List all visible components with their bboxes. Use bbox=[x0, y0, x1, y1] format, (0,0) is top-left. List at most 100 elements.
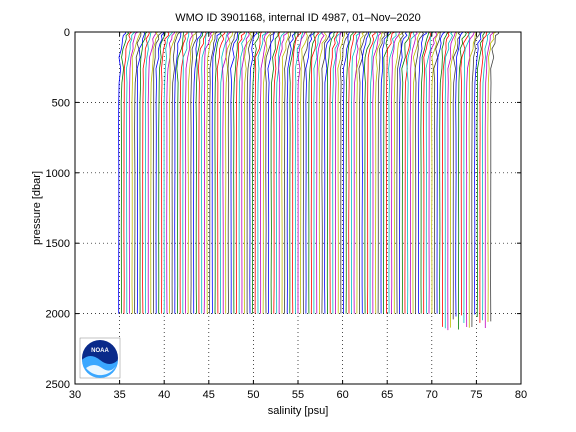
profile-line bbox=[380, 31, 390, 314]
profile-line bbox=[369, 31, 378, 314]
profile-line bbox=[452, 31, 462, 320]
profile-line bbox=[211, 31, 221, 314]
profile-line bbox=[409, 31, 418, 314]
profile-line bbox=[185, 31, 193, 314]
profile-line bbox=[273, 31, 281, 314]
profile-line bbox=[281, 31, 290, 314]
y-axis-label: pressure [dbar] bbox=[31, 171, 43, 245]
profile-line bbox=[388, 31, 397, 314]
x-axis: 30 35 40 45 50 55 60 65 70 75 80 bbox=[69, 32, 527, 401]
profile-line bbox=[377, 31, 387, 314]
profile-line bbox=[406, 31, 415, 314]
profile-line bbox=[337, 31, 346, 314]
profile-line bbox=[203, 31, 214, 314]
profile-line bbox=[152, 31, 163, 314]
profile-line bbox=[305, 31, 315, 314]
profile-line bbox=[259, 31, 270, 314]
profile-line bbox=[342, 31, 350, 314]
profile-line bbox=[463, 31, 472, 324]
profile-line bbox=[267, 31, 275, 314]
profile-line bbox=[158, 31, 166, 314]
x-tick-label: 65 bbox=[381, 389, 393, 401]
profile-line bbox=[391, 31, 401, 314]
profile-line bbox=[471, 31, 481, 328]
x-tick-label: 80 bbox=[515, 389, 527, 401]
profile-line bbox=[318, 31, 327, 314]
profile-line bbox=[417, 31, 427, 314]
profile-line bbox=[128, 31, 139, 314]
profile-line bbox=[476, 31, 486, 318]
profile-line bbox=[288, 31, 298, 314]
profile-line bbox=[420, 31, 430, 314]
profile-line bbox=[297, 31, 307, 314]
profile-line bbox=[356, 31, 366, 314]
profile-line bbox=[134, 31, 142, 314]
profile-line bbox=[383, 31, 392, 314]
profile-line bbox=[439, 31, 449, 314]
profile-line bbox=[487, 31, 497, 322]
noaa-logo: NOAA bbox=[79, 337, 121, 379]
profile-line bbox=[484, 31, 494, 329]
profile-line bbox=[257, 31, 267, 314]
profile-line bbox=[292, 31, 302, 314]
profile-line bbox=[385, 31, 396, 314]
x-tick-label: 75 bbox=[470, 389, 482, 401]
profile-line bbox=[249, 31, 258, 314]
profile-line bbox=[179, 31, 188, 314]
profile-line bbox=[482, 31, 490, 321]
profile-line bbox=[176, 31, 184, 314]
profile-line bbox=[168, 31, 178, 314]
profile-line bbox=[206, 31, 215, 314]
profile-line bbox=[118, 31, 127, 314]
profile-line bbox=[278, 31, 289, 314]
x-tick-label: 45 bbox=[203, 389, 215, 401]
profile-line bbox=[197, 31, 207, 314]
profile-line bbox=[174, 31, 182, 314]
profile-line bbox=[474, 31, 483, 315]
profile-line bbox=[284, 31, 291, 314]
profile-line bbox=[441, 31, 451, 327]
profile-line bbox=[230, 31, 239, 314]
y-tick-label: 2500 bbox=[46, 379, 70, 391]
profile-line bbox=[326, 31, 336, 314]
profile-line bbox=[150, 31, 159, 314]
profile-line bbox=[120, 31, 130, 314]
y-tick-label: 1500 bbox=[46, 238, 70, 250]
profile-line bbox=[246, 31, 255, 314]
noaa-logo-text: NOAA bbox=[91, 348, 109, 354]
profile-line bbox=[270, 31, 280, 314]
profile-line bbox=[401, 31, 411, 314]
profile-line bbox=[447, 31, 457, 331]
profile-line bbox=[457, 31, 467, 330]
profile-line bbox=[243, 31, 254, 314]
y-tick-label: 500 bbox=[52, 97, 70, 109]
profile-line bbox=[182, 32, 190, 314]
profile-line bbox=[423, 31, 431, 314]
profile-line bbox=[235, 31, 245, 314]
profile-line bbox=[136, 31, 146, 314]
profile-line bbox=[425, 31, 434, 314]
profile-line bbox=[479, 31, 488, 323]
profile-line bbox=[345, 31, 354, 314]
profile-line bbox=[144, 31, 152, 314]
profile-line bbox=[313, 31, 323, 314]
x-tick-label: 50 bbox=[247, 389, 259, 401]
profile-line bbox=[372, 31, 382, 314]
profile-line bbox=[302, 31, 312, 314]
profile-line bbox=[123, 31, 132, 314]
y-tick-label: 1000 bbox=[46, 168, 70, 180]
profile-line bbox=[321, 31, 331, 314]
profile-line bbox=[350, 31, 361, 314]
profile-line bbox=[163, 31, 174, 314]
profile-line bbox=[187, 31, 197, 314]
profile-line bbox=[490, 31, 500, 322]
profile-line bbox=[171, 31, 181, 314]
profile-line bbox=[428, 31, 437, 314]
profile-line bbox=[324, 31, 334, 314]
profile-line bbox=[193, 31, 203, 314]
profile-line bbox=[444, 31, 453, 329]
profile-line bbox=[396, 31, 404, 314]
profile-line bbox=[308, 31, 316, 314]
profile-line bbox=[166, 31, 176, 314]
profile-line bbox=[334, 31, 343, 314]
